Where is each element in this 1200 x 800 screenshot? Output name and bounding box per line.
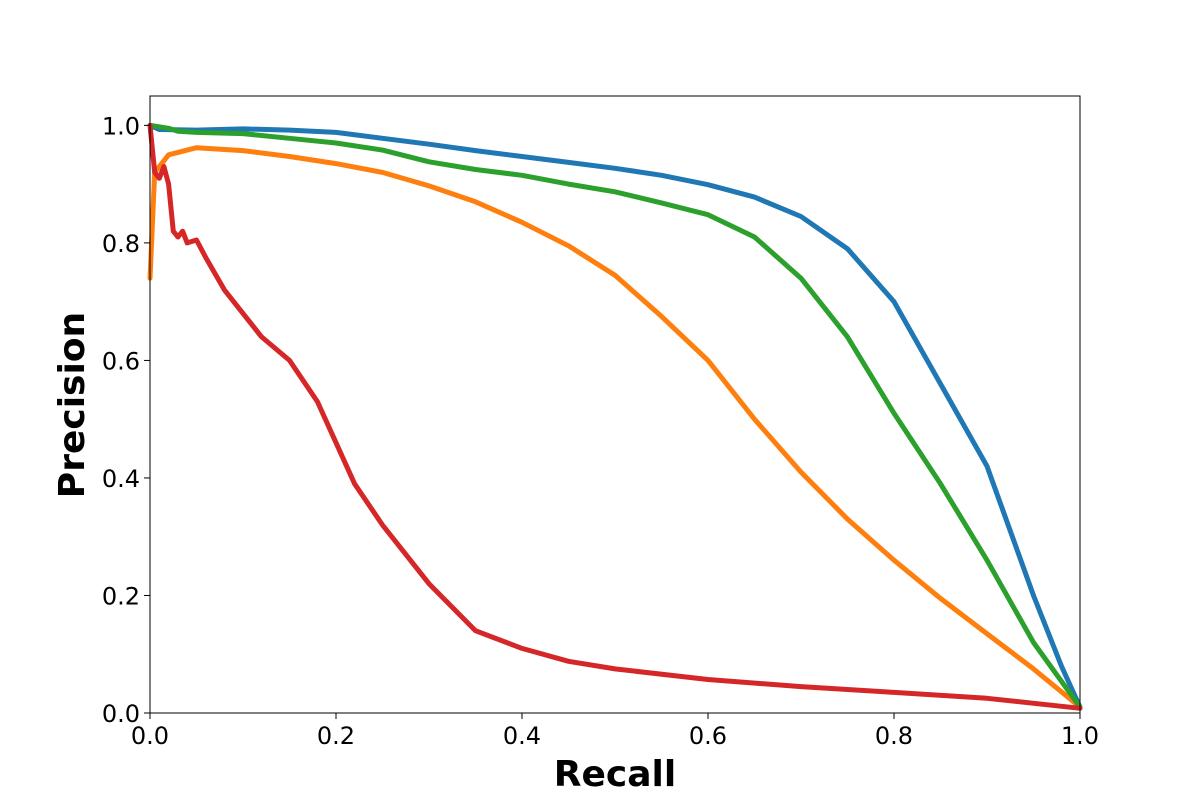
y-tick-label: 0.2 (102, 582, 140, 610)
y-axis-ticks: 0.0 0.2 0.4 0.6 0.8 1.0 (102, 112, 150, 728)
series-line-3 (147, 122, 1083, 710)
x-tick-label: 1.0 (1061, 722, 1099, 750)
x-tick-label: 0.0 (131, 722, 169, 750)
x-tick-label: 0.2 (317, 722, 355, 750)
y-axis-title: Precision (52, 312, 93, 498)
x-axis-ticks: 0.0 0.2 0.4 0.6 0.8 1.0 (131, 713, 1099, 750)
series-line-2 (147, 145, 1083, 710)
x-tick-label: 0.8 (875, 722, 913, 750)
y-tick-label: 0.0 (102, 700, 140, 728)
x-tick-label: 0.4 (503, 722, 541, 750)
y-tick-label: 0.6 (102, 347, 140, 375)
plot-area (149, 95, 1081, 714)
y-tick-label: 1.0 (102, 112, 140, 140)
y-tick-label: 0.4 (102, 465, 140, 493)
y-tick-label: 0.8 (102, 230, 140, 258)
series-line-4 (147, 122, 1083, 711)
series-line-1 (147, 122, 1083, 710)
series-layer (147, 122, 1083, 711)
x-axis-title: Recall (554, 754, 676, 795)
x-tick-label: 0.6 (689, 722, 727, 750)
